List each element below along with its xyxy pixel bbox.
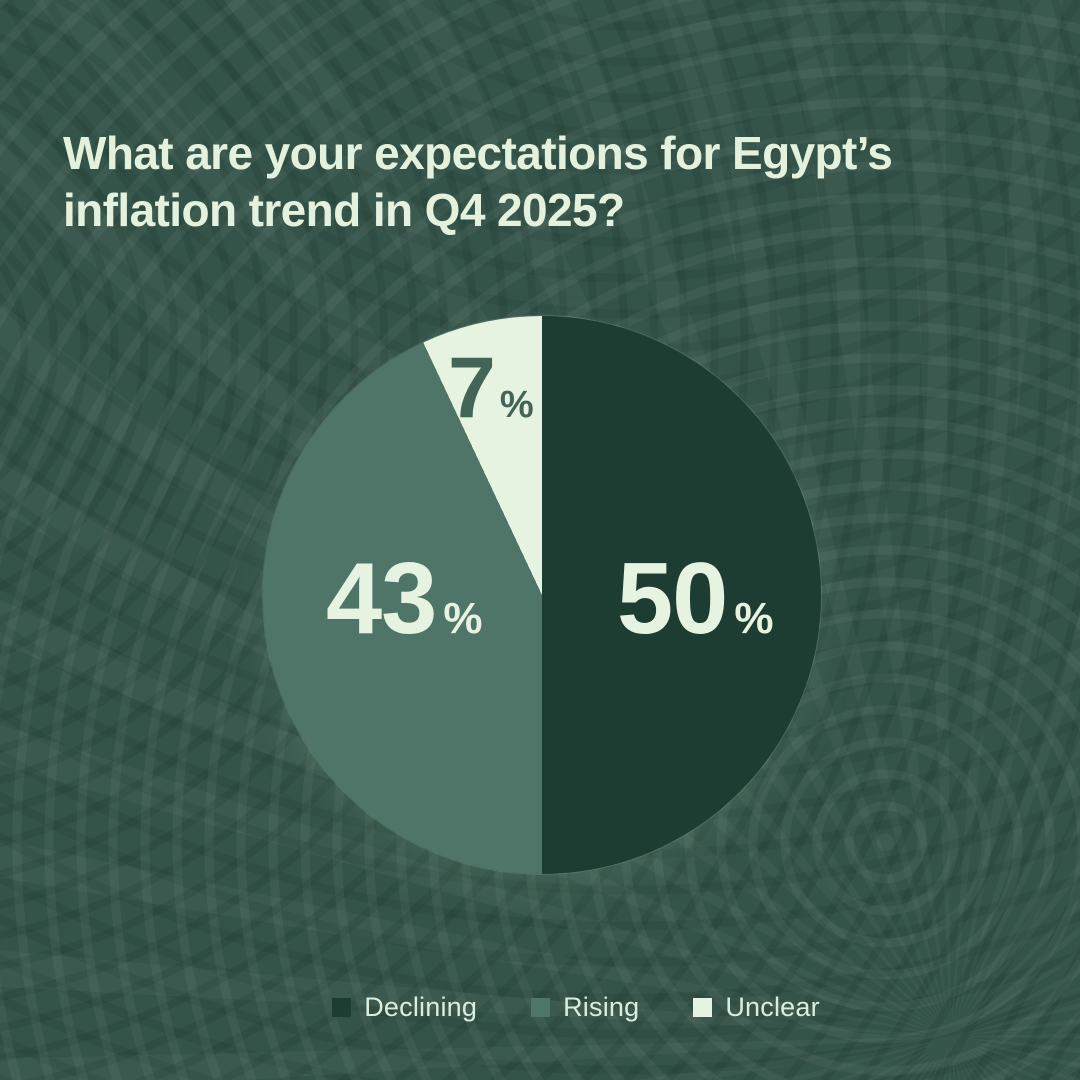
legend-label-declining: Declining xyxy=(364,992,478,1022)
page-title: What are your expectations for Egypt’s i… xyxy=(63,126,893,236)
legend: Declining Rising Unclear xyxy=(0,992,1080,1023)
legend-swatch-unclear-icon xyxy=(693,998,713,1017)
legend-item-rising: Rising xyxy=(531,992,639,1023)
legend-item-unclear: Unclear xyxy=(693,992,820,1023)
pie-label-rising: 43% xyxy=(326,549,482,650)
legend-item-declining: Declining xyxy=(332,992,477,1023)
pie-chart xyxy=(263,316,821,874)
pie-label-unclear: 7% xyxy=(448,345,534,431)
pie-label-declining-value: 50 xyxy=(617,543,728,655)
pie-label-unclear-unit: % xyxy=(499,384,534,426)
pie-label-unclear-value: 7 xyxy=(448,340,496,436)
legend-label-unclear: Unclear xyxy=(725,992,820,1022)
pie-label-rising-unit: % xyxy=(443,594,483,643)
pie-label-rising-value: 43 xyxy=(326,543,437,655)
legend-swatch-declining-icon xyxy=(332,998,352,1017)
legend-label-rising: Rising xyxy=(563,992,640,1022)
pie-label-declining: 50% xyxy=(617,549,773,650)
pie-label-declining-unit: % xyxy=(734,594,774,643)
legend-swatch-rising-icon xyxy=(531,998,551,1017)
